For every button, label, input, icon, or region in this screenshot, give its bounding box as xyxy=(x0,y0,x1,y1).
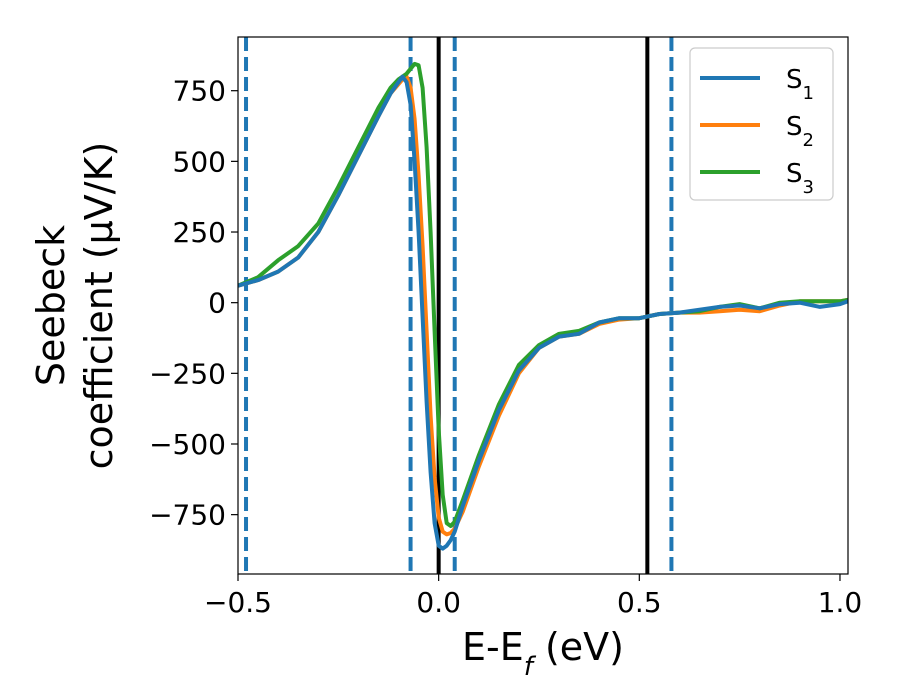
x-axis-label-tail: (eV) xyxy=(533,625,624,669)
y-tick-label: −500 xyxy=(149,428,226,461)
x-tick-label: 1.0 xyxy=(818,586,863,619)
x-tick-label: 0.5 xyxy=(617,586,662,619)
legend-label-s3: S3 xyxy=(786,159,814,198)
series-lines xyxy=(238,61,848,551)
legend: S1 S2 S3 xyxy=(689,47,834,201)
y-tick-label: 0 xyxy=(208,287,226,320)
legend-label-s2: S2 xyxy=(786,112,814,151)
y-axis-label: Seebeck coefficient (μV/K) xyxy=(29,142,121,470)
legend-box xyxy=(689,47,834,201)
x-axis-label-main: E-E xyxy=(462,625,524,669)
x-axis-ticks: −0.5 0.0 0.5 1.0 xyxy=(204,574,862,619)
y-tick-label: −250 xyxy=(149,357,226,390)
y-axis-ticks: −750 −500 −250 0 250 500 750 xyxy=(149,75,238,532)
x-tick-label: −0.5 xyxy=(204,586,272,619)
y-axis-label-line1: Seebeck xyxy=(29,225,73,386)
y-tick-label: 500 xyxy=(173,145,226,178)
x-tick-label: 0.0 xyxy=(416,586,461,619)
plot-border xyxy=(237,36,849,575)
x-axis-label: E-Ef (eV) xyxy=(462,625,624,682)
series-line-s1 xyxy=(238,74,848,551)
y-tick-label: 750 xyxy=(173,75,226,108)
legend-label-s1: S1 xyxy=(786,65,814,104)
y-axis-label-line2: coefficient (μV/K) xyxy=(77,142,121,470)
y-tick-label: −750 xyxy=(149,499,226,532)
y-tick-label: 250 xyxy=(173,216,226,249)
